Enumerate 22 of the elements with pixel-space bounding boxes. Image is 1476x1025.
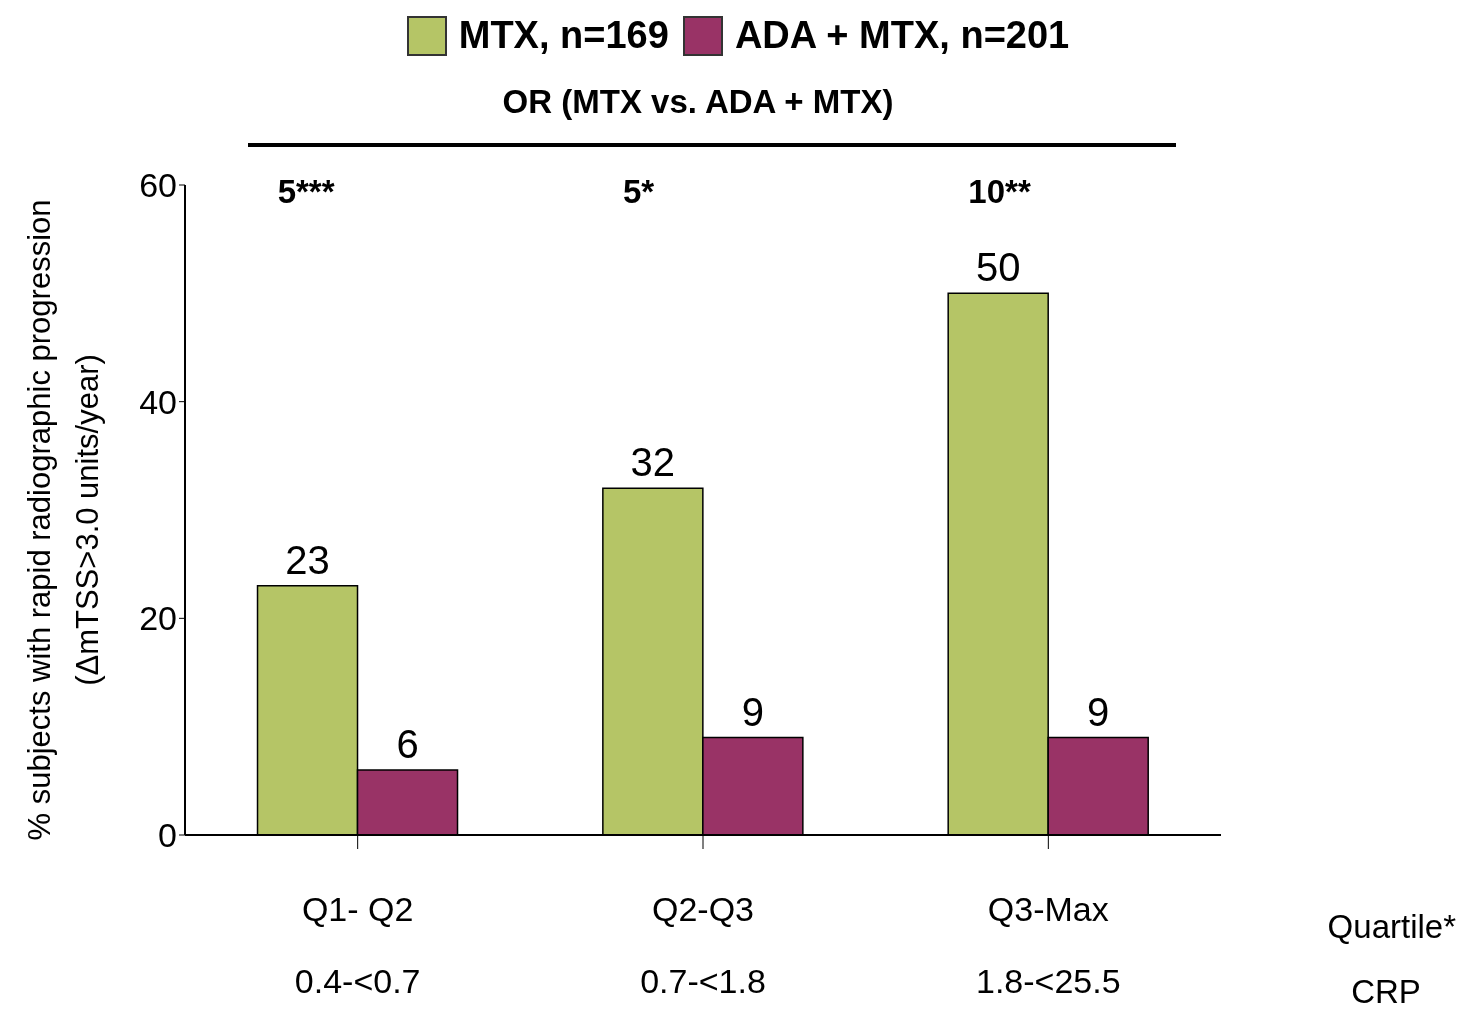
x-tick-label: Q2-Q3 0.7-<1.8 <box>640 890 766 1000</box>
x-tick-label: Q1- Q2 0.4-<0.7 <box>294 890 421 1000</box>
data-label: 50 <box>975 245 1021 290</box>
text: CRP <box>1351 973 1421 1010</box>
y-axis-title: % subjects with rapid radiographic progression (ΔmTSS>3.0 units/year) <box>22 199 105 841</box>
data-label: 23 <box>285 537 330 582</box>
y-tick-label: 20 <box>139 599 177 638</box>
data-label: 9 <box>1087 689 1110 734</box>
y-tick-label: 0 <box>158 816 177 855</box>
y-tick-label: 60 <box>139 166 177 205</box>
text: OR (MTX vs. ADA + MTX) <box>502 83 894 120</box>
annotation: 5*** <box>277 173 335 210</box>
data-label: 32 <box>630 440 676 485</box>
data-label: 6 <box>396 722 419 766</box>
x-tick-label: Q3-Max 1.8-<25.5 <box>976 890 1121 1000</box>
legend-label: MTX, n=169 <box>458 14 669 57</box>
text: Quartile* <box>1327 908 1457 945</box>
y-tick-label: 40 <box>139 382 177 421</box>
data-label: 9 <box>741 689 764 734</box>
legend-label: ADA + MTX, n=201 <box>734 14 1070 57</box>
annotation: 5* <box>623 173 655 210</box>
annotation: 10** <box>968 173 1031 210</box>
